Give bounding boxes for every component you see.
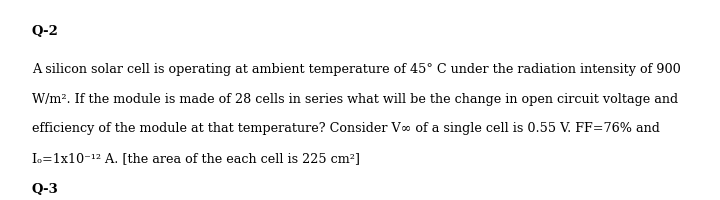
Text: W/m². If the module is made of 28 cells in series what will be the change in ope: W/m². If the module is made of 28 cells …	[32, 93, 678, 106]
Text: Iₒ=1x10⁻¹² A. [the area of the each cell is 225 cm²]: Iₒ=1x10⁻¹² A. [the area of the each cell…	[32, 152, 360, 165]
Text: Q-2: Q-2	[32, 25, 58, 38]
Text: A silicon solar cell is operating at ambient temperature of 45° C under the radi: A silicon solar cell is operating at amb…	[32, 63, 680, 76]
Text: Q-3: Q-3	[32, 183, 58, 196]
Text: efficiency of the module at that temperature? Consider V∞ of a single cell is 0.: efficiency of the module at that tempera…	[32, 122, 660, 135]
